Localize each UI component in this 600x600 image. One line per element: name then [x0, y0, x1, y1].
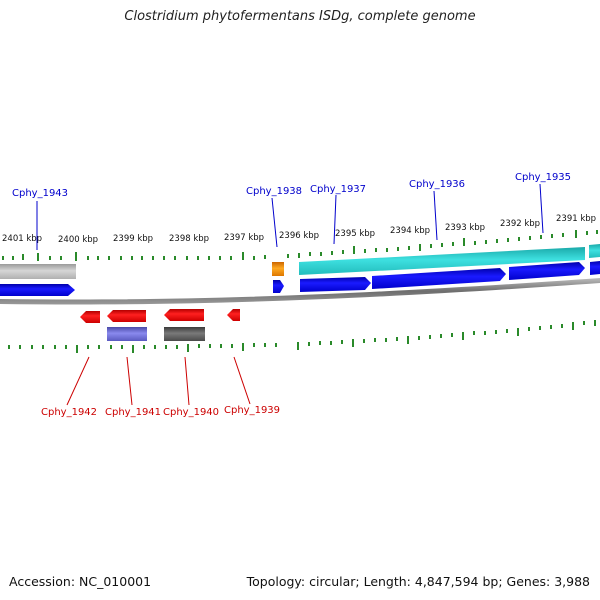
upper-feature-track [0, 244, 600, 279]
gene-label-reverse[interactable]: Cphy_1939 [224, 405, 280, 416]
accession-label: Accession: NC_010001 [9, 574, 152, 589]
cds-arrow[interactable] [107, 310, 146, 322]
reverse-cds-track [80, 309, 240, 323]
scale-label: 2393 kbp [445, 223, 485, 233]
gene-label-forward[interactable]: Cphy_1943 [12, 188, 68, 199]
gene-label-forward[interactable]: Cphy_1938 [246, 186, 302, 197]
cds-arrow[interactable] [509, 262, 585, 280]
cds-arrow[interactable] [80, 311, 100, 323]
forward-cds-track [0, 261, 600, 296]
map-title: Clostridium phytofermentans ISDg, comple… [124, 9, 476, 24]
forward-label-leaders [36, 183, 544, 250]
gene-label-reverse[interactable]: Cphy_1940 [163, 407, 219, 418]
lower-feature-track [107, 327, 205, 341]
cds-arrow[interactable] [300, 277, 371, 292]
cds-arrow[interactable] [590, 261, 600, 275]
scale-label: 2395 kbp [335, 229, 375, 239]
orange-feature[interactable] [272, 262, 284, 276]
scale-label: 2392 kbp [500, 219, 540, 229]
scale-label: 2399 kbp [113, 234, 153, 244]
scale-label: 2396 kbp [279, 231, 319, 241]
grey-feature[interactable] [0, 264, 76, 279]
gene-label-forward[interactable]: Cphy_1935 [515, 172, 571, 183]
teal-feature[interactable] [299, 247, 585, 275]
cds-arrow[interactable] [164, 309, 204, 321]
scale-label: 2394 kbp [390, 226, 430, 236]
scale-label: 2400 kbp [58, 235, 98, 245]
cds-arrow[interactable] [273, 280, 284, 293]
genome-backbone [0, 278, 600, 305]
scale-label: 2401 kbp [2, 234, 42, 244]
purple-feature[interactable] [107, 327, 147, 341]
upper-scale-ticks [2, 230, 598, 261]
cds-arrow[interactable] [372, 268, 506, 289]
gene-label-reverse[interactable]: Cphy_1941 [105, 407, 161, 418]
reverse-label-leaders [66, 356, 251, 406]
gene-label-reverse[interactable]: Cphy_1942 [41, 407, 97, 418]
dark-feature[interactable] [164, 327, 205, 341]
lower-scale-ticks [8, 320, 596, 353]
cds-arrow[interactable] [227, 309, 240, 321]
scale-label: 2391 kbp [556, 214, 596, 224]
genome-summary-label: Topology: circular; Length: 4,847,594 bp… [246, 574, 590, 589]
teal-feature[interactable] [589, 244, 600, 258]
gene-label-forward[interactable]: Cphy_1936 [409, 179, 465, 190]
scale-label: 2398 kbp [169, 234, 209, 244]
gene-label-forward[interactable]: Cphy_1937 [310, 184, 366, 195]
cds-arrow[interactable] [0, 284, 75, 296]
scale-label: 2397 kbp [224, 233, 264, 243]
